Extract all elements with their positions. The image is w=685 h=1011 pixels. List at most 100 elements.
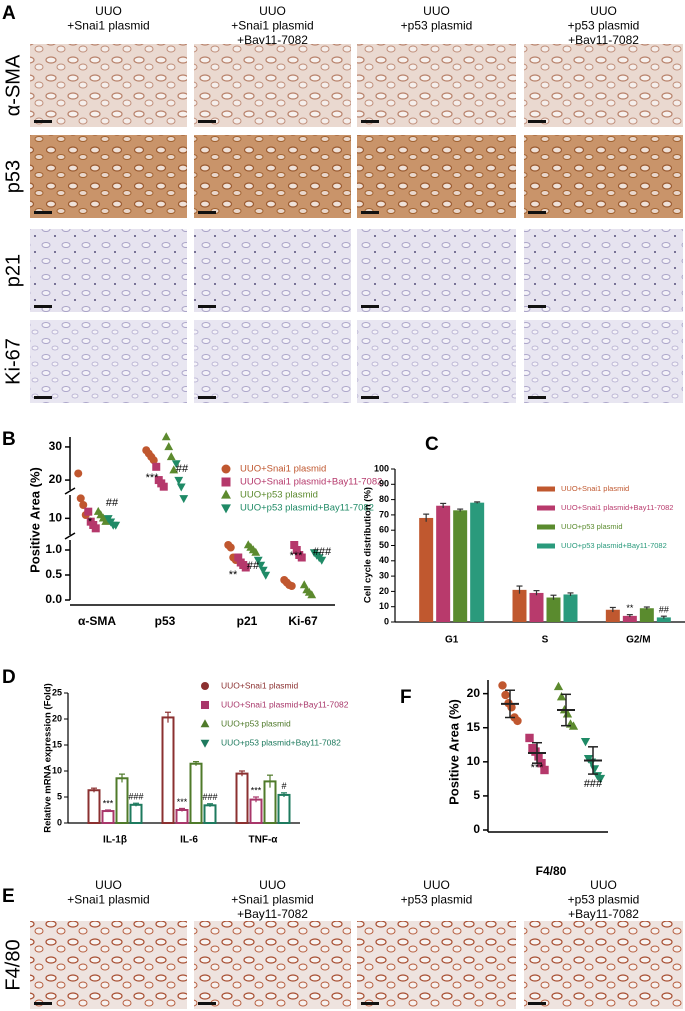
point (169, 465, 179, 474)
y-tick-label: 10 (379, 601, 389, 611)
point (234, 553, 243, 562)
bar (453, 510, 468, 622)
annotation: ## (176, 463, 189, 475)
point (171, 460, 181, 469)
scale-bar (528, 305, 546, 308)
bar (101, 810, 115, 824)
column-header: UUO (259, 4, 286, 18)
y-tick-label: 20 (467, 686, 481, 700)
point (101, 516, 111, 525)
y-tick-label: 0.5 (45, 567, 62, 581)
legend-label: UUO+Snai1 plasmid+Bay11-7082 (221, 699, 349, 709)
point (176, 483, 186, 492)
legend-marker (201, 701, 209, 709)
annotation: ### (128, 792, 143, 802)
column-header: +Snai1 plasmid (231, 893, 313, 907)
point (152, 462, 161, 471)
column-header: +Bay11-7082 (568, 33, 639, 47)
scale-bar (34, 120, 52, 123)
scale-bar (528, 1002, 546, 1005)
y-tick-label: 20 (49, 472, 63, 486)
scale-bar (528, 396, 546, 399)
column-header: UUO (95, 878, 122, 892)
point (149, 456, 158, 465)
x-tick-label: α-SMA (78, 614, 116, 628)
micrograph (194, 320, 351, 403)
point (91, 524, 100, 533)
micrograph (30, 320, 187, 403)
column-header: +p53 plasmid (401, 19, 473, 33)
annotation: *** (103, 798, 114, 808)
bar (605, 609, 620, 622)
bar (129, 803, 143, 824)
bar (563, 594, 578, 622)
annotation: *** (531, 762, 545, 774)
micrograph (194, 921, 351, 1009)
x-tick-label: S (542, 635, 549, 646)
point (525, 733, 534, 743)
y-axis-label: Positive Area (%) (27, 467, 42, 573)
scale-bar (528, 120, 546, 123)
bar (436, 505, 451, 622)
annotation: ## (106, 497, 119, 509)
x-tick-label: G2/M (626, 635, 650, 646)
scale-bar (198, 396, 216, 399)
point (307, 590, 317, 599)
micrograph (357, 320, 516, 403)
legend-label: UUO+p53 plasmid (561, 522, 623, 531)
micrograph (30, 135, 187, 218)
legend-swatch (537, 543, 555, 549)
column-header: +Snai1 plasmid (67, 19, 149, 33)
scale-bar (361, 396, 379, 399)
point (531, 747, 540, 756)
point (290, 541, 299, 549)
panel-label: A (2, 3, 16, 24)
point (159, 482, 168, 491)
scale-bar (34, 396, 52, 399)
x-tick-label: IL-1β (103, 835, 127, 846)
annotation: ### (584, 778, 603, 790)
y-tick-label: 10 (467, 754, 481, 768)
legend-label: UUO+p53 plasmid (240, 490, 318, 501)
panel-label: C (425, 434, 439, 455)
point (74, 469, 83, 478)
y-tick-label: 0 (384, 616, 389, 626)
bar (639, 608, 654, 622)
panel-label: B (2, 429, 16, 450)
scale-bar (361, 211, 379, 214)
scale-bar (198, 1002, 216, 1005)
point (251, 547, 261, 556)
legend-label: UUO+Snai1 plasmid (561, 484, 629, 493)
micrograph (357, 229, 516, 312)
micrograph (357, 135, 516, 218)
bar (622, 615, 637, 622)
point (261, 571, 271, 580)
y-tick-label: 40 (379, 555, 389, 565)
y-tick-label: 15 (52, 739, 62, 749)
annotation: *** (251, 785, 262, 795)
bar (203, 804, 217, 825)
bar (87, 789, 101, 824)
legend-label: UUO+p53 plasmid (221, 718, 291, 728)
y-tick-label: 0.0 (45, 592, 62, 606)
bar (277, 793, 291, 824)
y-tick-label: 60 (379, 525, 389, 535)
x-tick-label: F4/80 (536, 864, 567, 878)
column-header: UUO (590, 878, 617, 892)
y-axis-label: Cell cycle distribution (%) (363, 487, 374, 603)
y-tick-label: 10 (52, 765, 62, 775)
legend-marker (200, 719, 210, 728)
y-tick-label: 0 (473, 822, 480, 836)
point (179, 495, 189, 504)
legend-label: UUO+p53 plasmid+Bay11-7082 (561, 541, 667, 550)
row-label: α-SMA (2, 54, 24, 116)
annotation: * (88, 516, 93, 528)
scale-bar (34, 211, 52, 214)
y-axis-label: Relative mRNA expression (Fold) (43, 683, 54, 833)
annotation: *** (290, 550, 304, 562)
column-header: +Bay11-7082 (568, 907, 639, 921)
point (84, 507, 93, 516)
micrograph (524, 921, 683, 1009)
bar (470, 502, 485, 622)
point (501, 690, 510, 700)
